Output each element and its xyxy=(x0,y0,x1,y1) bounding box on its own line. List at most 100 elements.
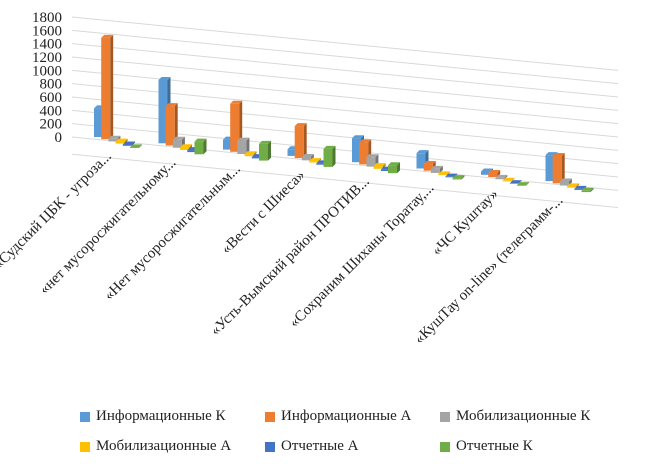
bar-top xyxy=(323,145,336,149)
bar-front xyxy=(115,141,125,144)
gridline xyxy=(71,43,619,98)
bar-side xyxy=(590,187,594,193)
bar-5-5 xyxy=(452,175,465,180)
bar-front xyxy=(230,103,240,152)
bar-front xyxy=(237,140,247,154)
bar-top xyxy=(309,158,322,162)
gridline xyxy=(71,83,619,138)
bar-front xyxy=(488,173,498,177)
x-tick-label: «нет мусоросжигательному... xyxy=(36,155,179,298)
bar-front xyxy=(251,157,261,159)
legend-item: Отчетные К xyxy=(440,438,533,455)
y-tick-label: 400 xyxy=(40,103,63,119)
bar-side xyxy=(110,34,114,140)
legend-swatch xyxy=(265,441,275,452)
x-tick-label: «КушТау on-line» (телеграмм-... xyxy=(411,193,566,348)
bar-side xyxy=(497,170,501,177)
bar-top xyxy=(301,153,314,157)
bar-top xyxy=(495,174,508,178)
legend-swatch xyxy=(265,411,275,422)
bar-top xyxy=(366,154,379,158)
bar-top xyxy=(294,123,307,127)
bar-0-5 xyxy=(130,144,142,148)
bar-side xyxy=(246,137,250,154)
bar-front xyxy=(388,165,397,174)
bar-front xyxy=(122,144,132,146)
gridline xyxy=(71,56,619,111)
bar-7-5 xyxy=(581,187,594,193)
legend-item: Информационные К xyxy=(80,408,226,425)
bar-front xyxy=(108,138,118,142)
bar-front xyxy=(559,181,569,186)
bar-top xyxy=(259,140,271,144)
bar-6-2 xyxy=(495,174,508,180)
bar-front xyxy=(301,156,311,161)
y-tick-label: 200 xyxy=(40,117,63,133)
bar-top xyxy=(180,144,193,148)
bar-front xyxy=(567,186,577,188)
bar-front xyxy=(187,150,197,153)
bar-front xyxy=(323,148,333,167)
bar-1-5 xyxy=(194,138,207,155)
legend-swatch xyxy=(80,441,90,452)
bar-front xyxy=(423,164,433,171)
bar-side xyxy=(511,177,515,182)
legend-label: Информационные А xyxy=(281,408,412,424)
bar-side xyxy=(568,178,572,186)
bar-6-5 xyxy=(517,182,529,186)
y-tick-label: 600 xyxy=(40,90,63,106)
bar-top xyxy=(388,162,400,166)
gridline xyxy=(71,29,619,85)
legend-item: Информационные А xyxy=(265,408,411,425)
legend-label: Отчетные А xyxy=(281,438,359,454)
bar-side xyxy=(131,141,135,146)
y-tick-label: 1000 xyxy=(32,63,62,79)
bar-front xyxy=(438,174,448,176)
bar-front xyxy=(502,180,512,182)
x-tick-label: «Усть-Вымский район ПРОТИВ... xyxy=(208,174,373,339)
bar-front xyxy=(101,37,111,140)
bar-top xyxy=(237,137,250,141)
y-tick-label: 800 xyxy=(40,77,63,93)
bar-front xyxy=(294,126,304,159)
bar-1-1 xyxy=(165,103,178,146)
x-tick-label: «Нет мусоросжигательным... xyxy=(101,161,244,304)
bar-top xyxy=(509,180,522,184)
bar-front xyxy=(495,177,505,180)
legend-item: Мобилизационные А xyxy=(80,438,231,455)
legend-label: Мобилизационные К xyxy=(456,408,591,424)
bar-top xyxy=(423,161,436,165)
y-tick-label: 0 xyxy=(55,130,63,146)
bar-front xyxy=(158,79,168,144)
bar-top xyxy=(452,175,465,179)
legend-item: Отчетные А xyxy=(265,438,359,455)
bar-front xyxy=(366,157,376,167)
bar-front xyxy=(509,183,519,184)
bar-front xyxy=(481,171,490,175)
bar-7-1 xyxy=(552,152,565,184)
bar-top xyxy=(559,178,572,182)
bar-top xyxy=(430,165,443,169)
bar-front xyxy=(445,176,455,178)
bar-front xyxy=(309,161,319,163)
bar-6-1 xyxy=(488,170,501,177)
bar-side xyxy=(303,123,307,159)
bar-3-5 xyxy=(323,145,336,167)
bar-front xyxy=(373,166,383,169)
legend-swatch xyxy=(440,441,450,452)
bar-front xyxy=(194,141,204,155)
bar-front xyxy=(165,106,175,146)
x-tick-label: «Судский ЦБК - угроза... xyxy=(0,149,115,273)
x-tick-label: «Сохраним Шиханы Торатау,... xyxy=(286,180,437,331)
bar-front xyxy=(259,143,268,161)
bar-top xyxy=(108,135,121,139)
bar-side xyxy=(561,152,565,184)
bar-top xyxy=(481,168,493,172)
bar-top xyxy=(172,136,185,140)
gridline xyxy=(71,109,619,165)
bar-front xyxy=(172,139,182,148)
bar-front xyxy=(581,190,591,193)
bar-side xyxy=(504,174,508,180)
bar-top xyxy=(517,182,529,186)
bar-side xyxy=(439,165,443,173)
